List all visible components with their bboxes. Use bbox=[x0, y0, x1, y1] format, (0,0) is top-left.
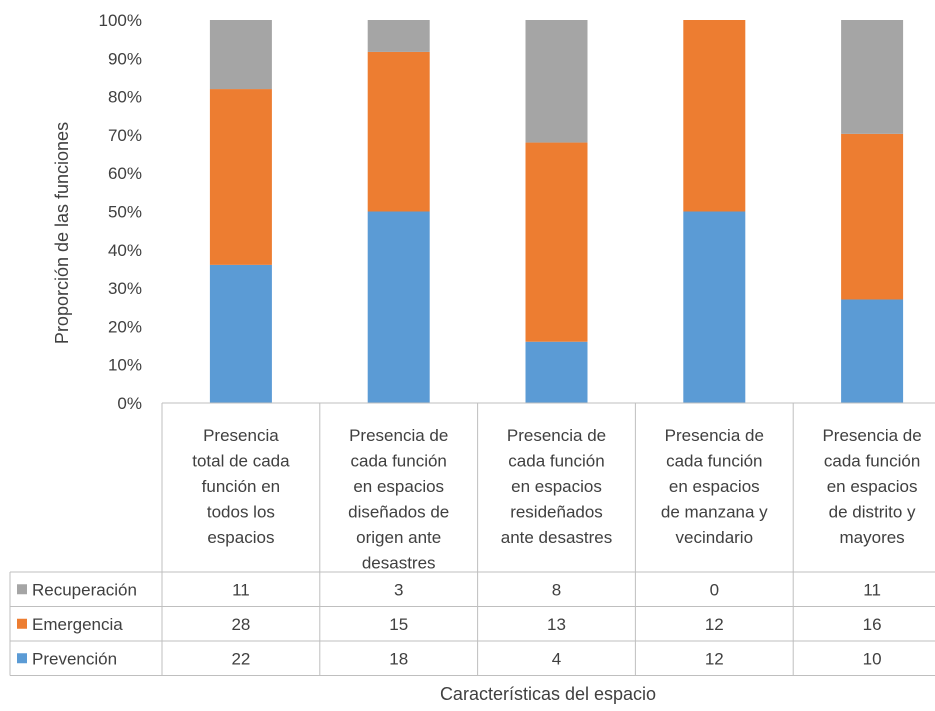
bar-segment-emergencia bbox=[209, 89, 272, 265]
table-value: 10 bbox=[863, 649, 882, 668]
bar-segment-recuperación bbox=[367, 20, 430, 52]
category-label-line: diseñados de bbox=[348, 503, 449, 522]
y-tick-label: 100% bbox=[99, 11, 142, 30]
category-label-line: de manzana y bbox=[661, 503, 768, 522]
y-tick-label: 50% bbox=[108, 203, 142, 222]
table-value: 3 bbox=[394, 580, 403, 599]
x-axis-title: Características del espacio bbox=[440, 684, 656, 704]
y-tick-label: 60% bbox=[108, 164, 142, 183]
table-value: 16 bbox=[863, 615, 882, 634]
category-label-line: cada función bbox=[508, 452, 604, 471]
bar-segment-prevención bbox=[367, 211, 430, 403]
data-table: Presencia total de cada función en todos lo… bbox=[9, 402, 935, 676]
table-value: 11 bbox=[863, 580, 881, 599]
legend-key-prevención bbox=[17, 653, 27, 664]
y-tick-label: 80% bbox=[108, 88, 142, 107]
legend-key-emergencia bbox=[17, 618, 27, 629]
category-label-line: en espacios bbox=[511, 477, 602, 496]
table-value: 12 bbox=[705, 649, 724, 668]
category-label-line: de distrito y bbox=[829, 503, 916, 522]
category-label-line: ante desastres bbox=[501, 528, 613, 547]
legend-label: Prevención bbox=[32, 649, 117, 668]
bar-segment-emergencia bbox=[367, 51, 430, 212]
table-value: 28 bbox=[231, 615, 250, 634]
category-label-line: cada función bbox=[666, 452, 762, 471]
y-tick-label: 20% bbox=[108, 317, 142, 336]
table-value: 0 bbox=[710, 580, 719, 599]
category-label-line: cada función bbox=[824, 452, 920, 471]
category-label-line: función en bbox=[202, 477, 280, 496]
bar-segment-emergencia bbox=[525, 142, 588, 342]
category-label-line: resideñados bbox=[510, 503, 603, 522]
y-axis-title: Proporción de las funciones bbox=[52, 122, 72, 344]
category-label-line: Presencia de bbox=[665, 426, 764, 445]
bar-segment-recuperación bbox=[209, 20, 272, 90]
category-label-line: Presencia bbox=[203, 426, 279, 445]
table-value: 13 bbox=[547, 615, 566, 634]
legend-label: Emergencia bbox=[32, 615, 123, 634]
bar-segment-prevención bbox=[683, 211, 746, 403]
category-label-line: desastres bbox=[362, 554, 436, 573]
category-label-line: vecindario bbox=[676, 528, 754, 547]
bar-segment-recuperación bbox=[525, 20, 588, 143]
category-label-line: en espacios bbox=[669, 477, 760, 496]
bar-segment-emergencia bbox=[683, 20, 746, 212]
bar-segment-recuperación bbox=[841, 20, 904, 134]
category-label-line: en espacios bbox=[353, 477, 444, 496]
bar-segment-emergencia bbox=[841, 133, 904, 300]
bars bbox=[209, 20, 904, 403]
table-value: 12 bbox=[705, 615, 724, 634]
y-tick-label: 0% bbox=[117, 394, 142, 413]
category-label-line: en espacios bbox=[827, 477, 918, 496]
legend-key-recuperación bbox=[17, 584, 27, 595]
category-label-line: cada función bbox=[350, 452, 446, 471]
table-value: 8 bbox=[552, 580, 561, 599]
table-value: 15 bbox=[389, 615, 408, 634]
y-tick-label: 90% bbox=[108, 49, 142, 68]
y-tick-label: 40% bbox=[108, 241, 142, 260]
legend-label: Recuperación bbox=[32, 580, 137, 599]
bar-segment-prevención bbox=[841, 299, 904, 403]
category-label-line: Presencia de bbox=[507, 426, 606, 445]
table-value: 22 bbox=[231, 649, 250, 668]
table-value: 18 bbox=[389, 649, 408, 668]
category-label-line: todos los bbox=[207, 503, 275, 522]
category-label-line: mayores bbox=[840, 528, 905, 547]
table-value: 4 bbox=[552, 649, 561, 668]
category-label-line: origen ante bbox=[356, 528, 441, 547]
category-label-line: Presencia de bbox=[822, 426, 921, 445]
y-tick-label: 70% bbox=[108, 126, 142, 145]
bar-segment-prevención bbox=[209, 264, 272, 403]
y-tick-label: 30% bbox=[108, 279, 142, 298]
category-label-line: espacios bbox=[207, 528, 274, 547]
bar-segment-prevención bbox=[525, 341, 588, 403]
category-label-line: total de cada bbox=[192, 452, 290, 471]
table-value: 11 bbox=[232, 580, 250, 599]
y-tick-label: 10% bbox=[108, 356, 142, 375]
category-label-line: Presencia de bbox=[349, 426, 448, 445]
y-axis-ticks: 0% 10% 20% 30% 40% 50% 60% 70% 80% 90% 100% bbox=[99, 11, 142, 413]
